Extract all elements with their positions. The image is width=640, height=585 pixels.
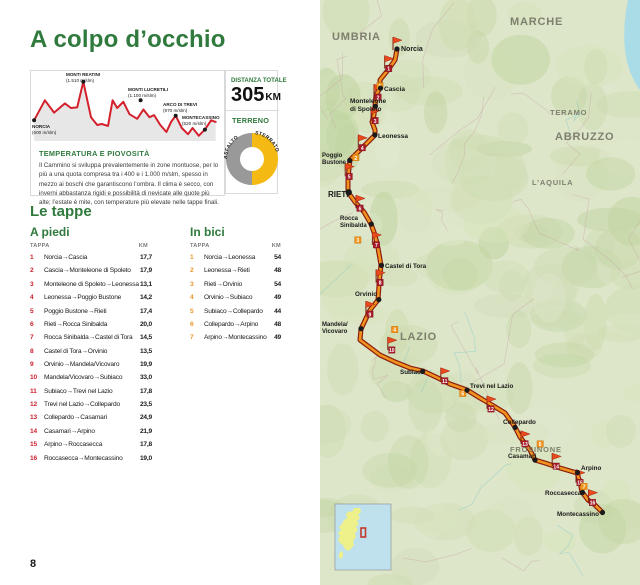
svg-text:(1.510 m/slm): (1.510 m/slm)	[66, 78, 95, 83]
svg-text:5: 5	[461, 392, 464, 398]
svg-text:3: 3	[356, 238, 359, 244]
svg-text:(970 m/slm): (970 m/slm)	[163, 108, 188, 113]
svg-text:7: 7	[583, 485, 586, 491]
svg-text:16: 16	[590, 501, 596, 507]
svg-text:ABRUZZO: ABRUZZO	[555, 131, 614, 143]
svg-text:Trevi nel Lazio: Trevi nel Lazio	[470, 383, 514, 390]
svg-text:RIETI: RIETI	[328, 190, 348, 199]
svg-text:14: 14	[553, 464, 559, 470]
svg-text:MONTI REATINI: MONTI REATINI	[66, 72, 100, 77]
svg-text:Rocca: Rocca	[340, 216, 359, 222]
svg-text:FROSINONE: FROSINONE	[510, 445, 562, 454]
svg-text:Roccasecca: Roccasecca	[545, 490, 582, 497]
svg-text:Mandela/: Mandela/	[322, 322, 348, 328]
svg-text:11: 11	[442, 379, 448, 385]
svg-text:MONTI LUCRETILI: MONTI LUCRETILI	[128, 87, 168, 92]
svg-text:7: 7	[375, 243, 378, 249]
svg-text:Arpino: Arpino	[581, 465, 601, 472]
svg-text:2: 2	[354, 156, 357, 162]
svg-text:Collepardo: Collepardo	[503, 419, 536, 426]
svg-text:5: 5	[348, 175, 351, 181]
svg-text:MARCHE: MARCHE	[510, 16, 563, 28]
svg-text:Sinibalda: Sinibalda	[340, 223, 367, 229]
svg-text:Poggio: Poggio	[322, 153, 343, 159]
svg-text:Monteleone: Monteleone	[350, 98, 386, 105]
svg-text:NORCIA: NORCIA	[32, 124, 51, 129]
svg-text:Cascia: Cascia	[384, 86, 405, 93]
svg-text:8: 8	[379, 281, 382, 287]
svg-text:(520 m/slm): (520 m/slm)	[182, 121, 207, 126]
svg-text:9: 9	[369, 312, 372, 318]
svg-text:UMBRIA: UMBRIA	[332, 31, 381, 43]
svg-text:Castel di Tora: Castel di Tora	[385, 263, 427, 270]
svg-text:(1.100 m/slm): (1.100 m/slm)	[128, 93, 157, 98]
svg-text:ARCO DI TREVI: ARCO DI TREVI	[163, 102, 197, 107]
svg-text:MONTECASSINO: MONTECASSINO	[182, 115, 220, 120]
svg-text:1: 1	[387, 67, 390, 73]
svg-text:4: 4	[393, 328, 396, 334]
svg-text:Norcia: Norcia	[401, 46, 423, 53]
svg-text:4: 4	[361, 146, 364, 152]
svg-text:Leonessa: Leonessa	[378, 133, 408, 140]
svg-text:L’AQUILA: L’AQUILA	[532, 178, 573, 187]
svg-text:10: 10	[389, 348, 395, 354]
svg-text:LAZIO: LAZIO	[400, 331, 437, 343]
svg-text:12: 12	[488, 407, 494, 413]
svg-text:Casamari: Casamari	[508, 453, 537, 460]
svg-text:6: 6	[359, 206, 362, 212]
svg-text:Vicovaro: Vicovaro	[322, 329, 348, 335]
svg-text:(600 m/slm): (600 m/slm)	[32, 130, 57, 135]
svg-text:Montecassino: Montecassino	[557, 511, 599, 518]
svg-text:Orvinio: Orvinio	[355, 291, 377, 298]
svg-text:Bustone: Bustone	[322, 160, 347, 166]
svg-text:3: 3	[374, 119, 377, 125]
svg-text:TERAMO: TERAMO	[550, 108, 587, 117]
svg-text:Subiaco: Subiaco	[400, 369, 425, 376]
svg-text:di Spoleto: di Spoleto	[350, 106, 381, 113]
